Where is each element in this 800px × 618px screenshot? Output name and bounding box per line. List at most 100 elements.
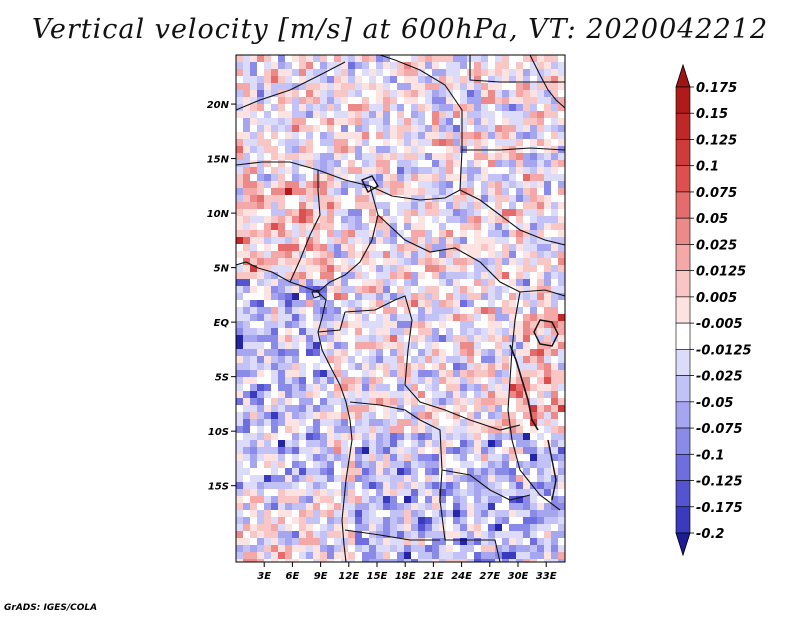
field-cell	[509, 468, 517, 476]
field-cell	[334, 76, 342, 84]
field-cell	[376, 160, 384, 168]
field-cell	[376, 188, 384, 196]
field-cell	[257, 510, 265, 518]
field-cell	[502, 69, 510, 77]
field-cell	[446, 167, 454, 175]
field-cell	[327, 69, 335, 77]
field-cell	[306, 426, 314, 434]
field-cell	[376, 440, 384, 448]
field-cell	[271, 286, 279, 294]
field-cell	[495, 503, 503, 511]
x-tick-label: 6E	[286, 571, 300, 582]
field-cell	[467, 188, 475, 196]
field-cell	[257, 433, 265, 441]
field-cell	[348, 412, 356, 420]
field-cell	[509, 279, 517, 287]
field-cell	[341, 412, 349, 420]
field-cell	[488, 559, 496, 562]
field-cell	[397, 314, 405, 322]
field-cell	[285, 62, 293, 70]
field-cell	[404, 244, 412, 252]
field-cell	[411, 125, 419, 133]
field-cell	[376, 335, 384, 343]
field-cell	[306, 405, 314, 413]
field-cell	[390, 265, 398, 273]
field-cell	[299, 153, 307, 161]
field-cell	[390, 272, 398, 280]
field-cell	[271, 111, 279, 119]
field-cell	[439, 216, 447, 224]
field-cell	[530, 482, 538, 490]
field-cell	[348, 104, 356, 112]
field-cell	[327, 279, 335, 287]
field-cell	[257, 167, 265, 175]
field-cell	[418, 321, 426, 329]
field-cell	[474, 181, 482, 189]
field-cell	[558, 293, 565, 301]
field-cell	[411, 510, 419, 518]
field-cell	[432, 342, 440, 350]
field-cell	[327, 475, 335, 483]
field-cell	[327, 223, 335, 231]
field-cell	[544, 167, 552, 175]
field-cell	[278, 111, 286, 119]
field-cell	[320, 545, 328, 553]
field-cell	[236, 314, 244, 322]
field-cell	[306, 489, 314, 497]
field-cell	[327, 314, 335, 322]
field-cell	[278, 118, 286, 126]
field-cell	[271, 153, 279, 161]
field-cell	[418, 405, 426, 413]
field-cell	[341, 314, 349, 322]
x-tick-label: 15E	[367, 571, 388, 582]
field-cell	[551, 62, 559, 70]
field-cell	[348, 349, 356, 357]
field-cell	[509, 489, 517, 497]
field-cell	[523, 426, 531, 434]
field-cell	[474, 188, 482, 196]
colorbar-label: -0.1	[696, 448, 724, 463]
field-cell	[313, 342, 321, 350]
field-cell	[530, 202, 538, 210]
field-cell	[243, 461, 251, 469]
field-cell	[516, 265, 524, 273]
field-cell	[544, 279, 552, 287]
field-cell	[404, 55, 412, 63]
field-cell	[397, 167, 405, 175]
field-cell	[369, 412, 377, 420]
field-cell	[523, 496, 531, 504]
field-cell	[495, 342, 503, 350]
field-cell	[362, 370, 370, 378]
field-cell	[390, 356, 398, 364]
field-cell	[327, 258, 335, 266]
field-cell	[278, 300, 286, 308]
field-cell	[439, 104, 447, 112]
field-cell	[397, 188, 405, 196]
field-cell	[334, 251, 342, 259]
field-cell	[355, 293, 363, 301]
field-cell	[383, 83, 391, 91]
field-cell	[376, 370, 384, 378]
field-cell	[502, 531, 510, 539]
field-cell	[474, 244, 482, 252]
field-cell	[418, 433, 426, 441]
field-cell	[530, 552, 538, 560]
field-cell	[306, 531, 314, 539]
field-cell	[488, 475, 496, 483]
field-cell	[523, 433, 531, 441]
field-cell	[551, 377, 559, 385]
field-cell	[530, 538, 538, 546]
field-cell	[467, 349, 475, 357]
field-cell	[299, 461, 307, 469]
field-cell	[453, 335, 461, 343]
field-cell	[516, 216, 524, 224]
field-cell	[537, 489, 545, 497]
field-cell	[537, 76, 545, 84]
field-cell	[516, 454, 524, 462]
field-cell	[516, 125, 524, 133]
field-cell	[278, 181, 286, 189]
field-cell	[509, 69, 517, 77]
field-cell	[453, 181, 461, 189]
field-cell	[432, 454, 440, 462]
field-cell	[502, 489, 510, 497]
